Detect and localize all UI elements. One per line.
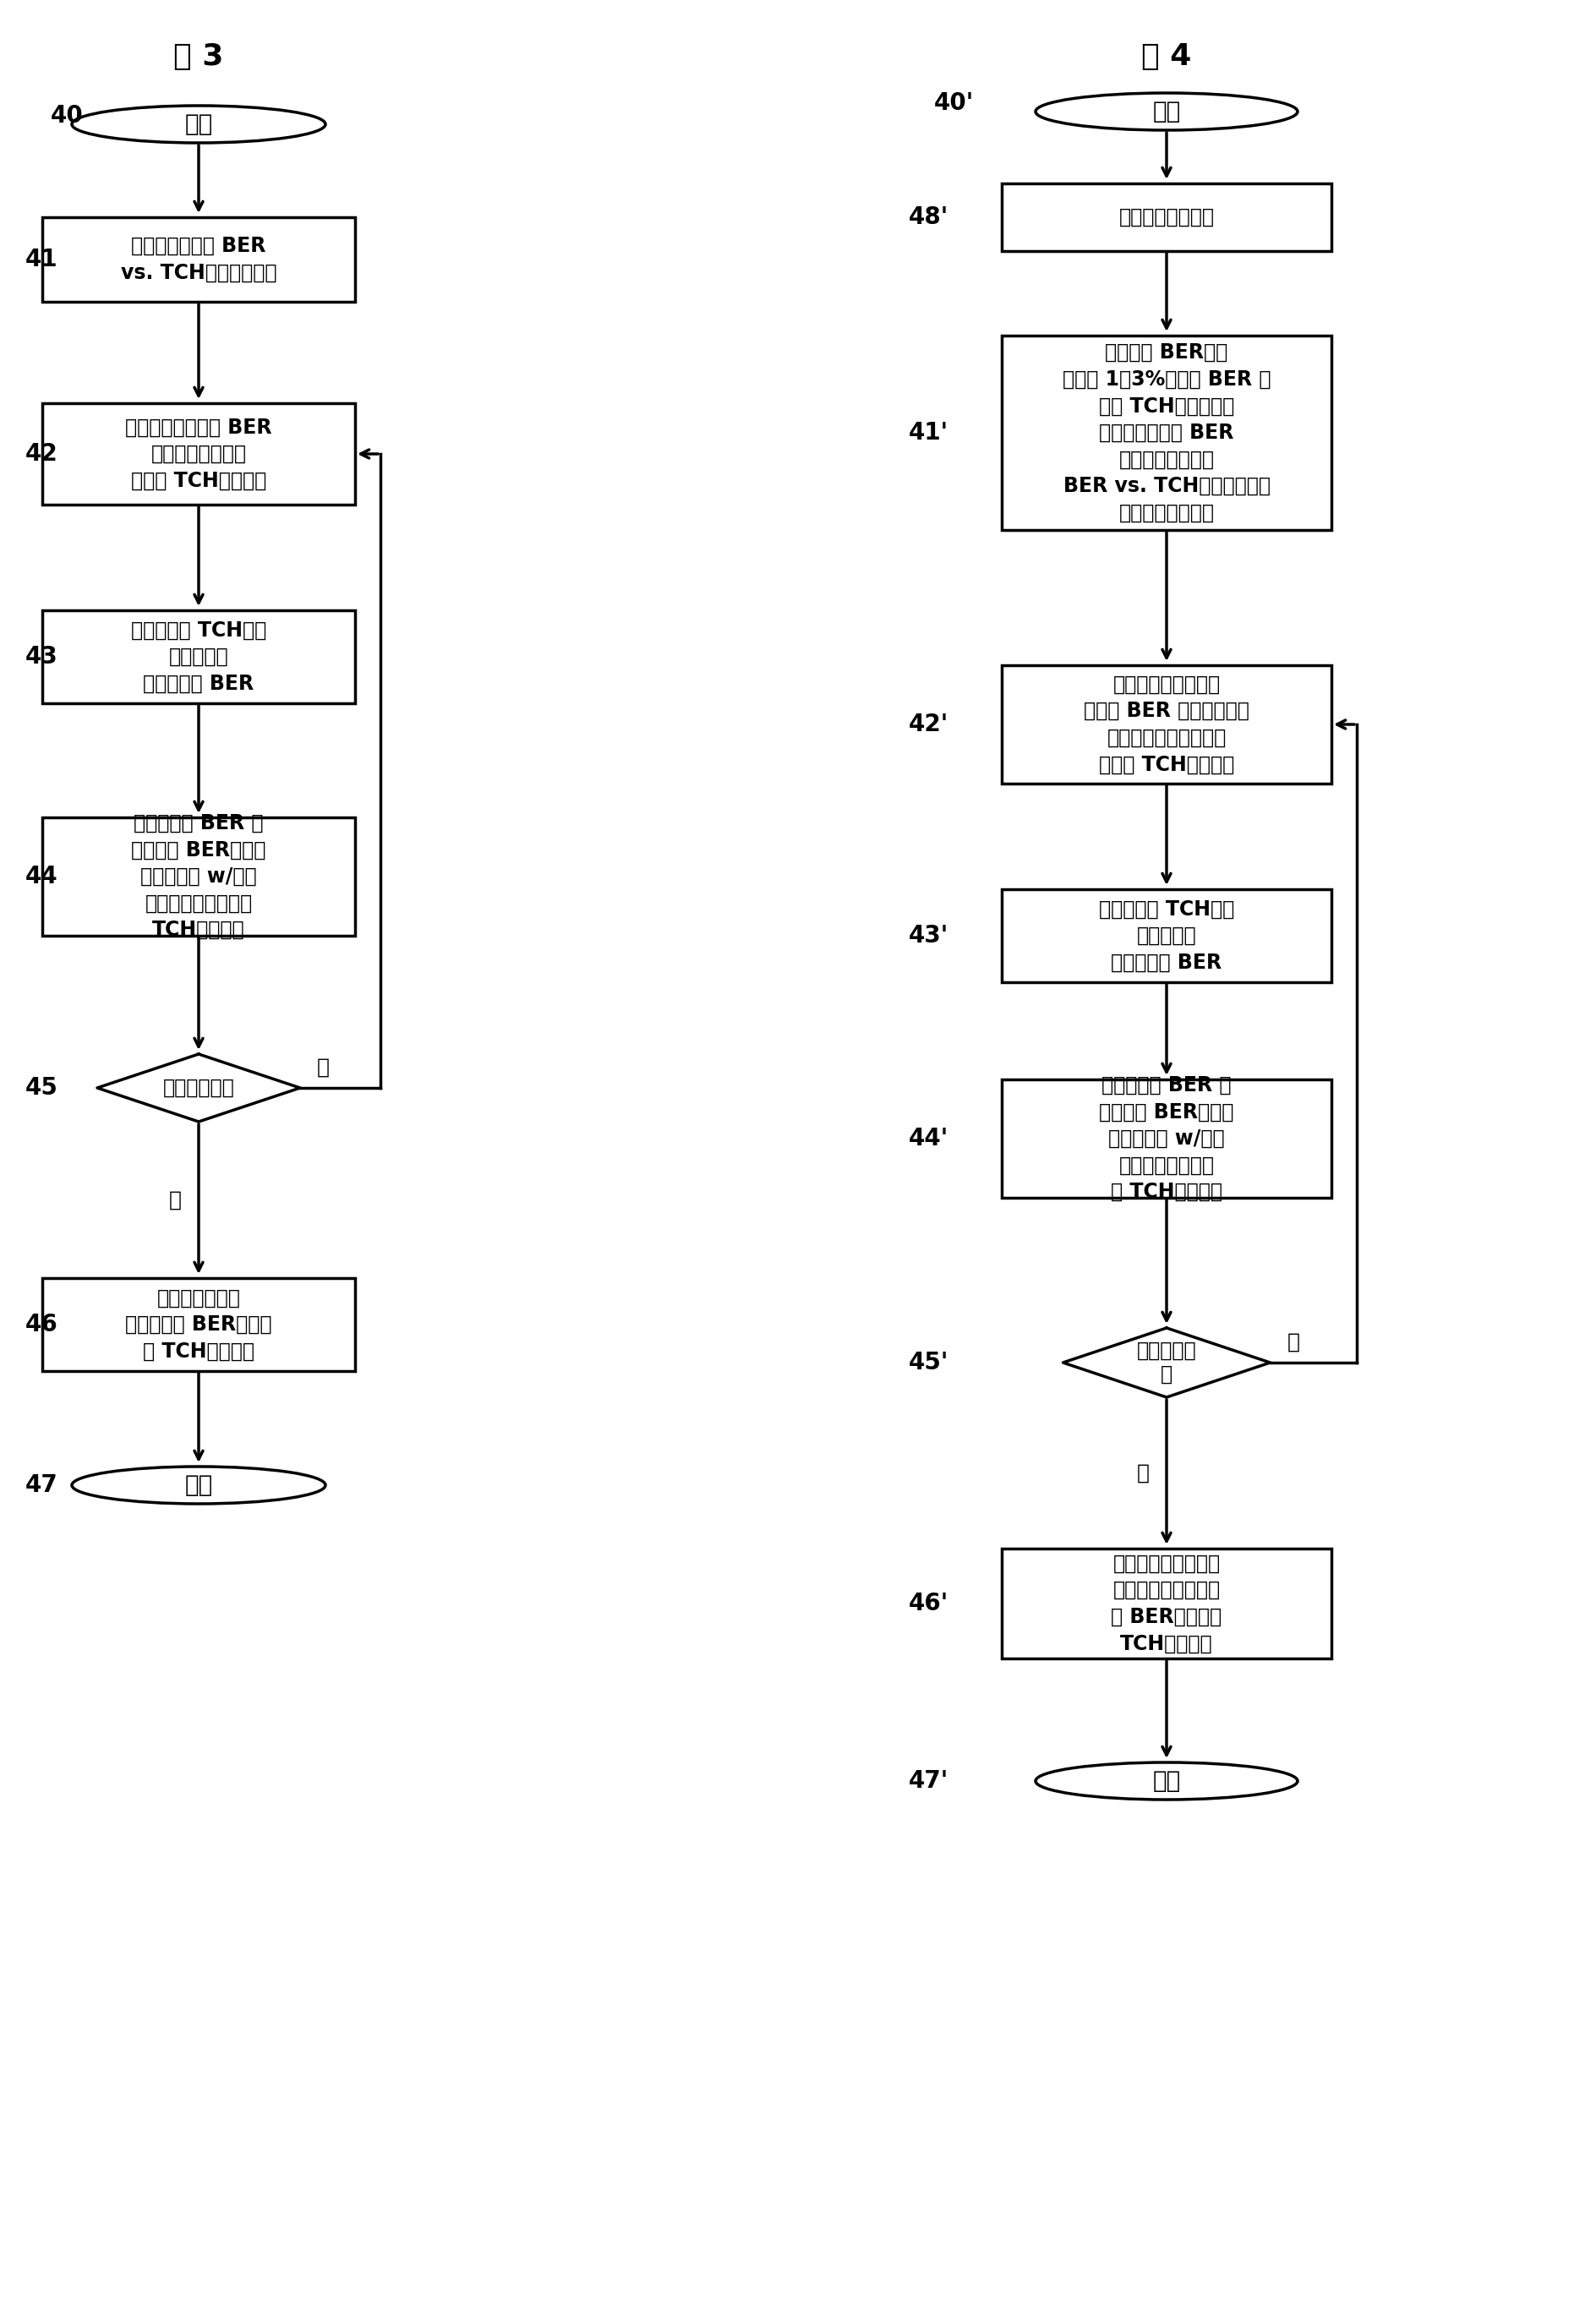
Text: 是: 是 — [318, 1057, 330, 1077]
Text: 差值＞阈值？: 差值＞阈值？ — [163, 1077, 235, 1098]
Text: 根据函数和所希望 BER
来确定随后信道的
估计的 TCH功率电平: 根据函数和所希望 BER 来确定随后信道的 估计的 TCH功率电平 — [126, 418, 271, 490]
Text: 将所测量的 BER 与
所希望的 BER相比较
并使用差值 w/函数
来确定下一个估计
的 TCH功率电平: 将所测量的 BER 与 所希望的 BER相比较 并使用差值 w/函数 来确定下一… — [1100, 1075, 1234, 1203]
Text: 44: 44 — [26, 864, 57, 889]
Text: 使用线性近似来确定
随后信道中与所希望
的 BER相对应的
TCH功率电平: 使用线性近似来确定 随后信道中与所希望 的 BER相对应的 TCH功率电平 — [1111, 1553, 1223, 1653]
Text: 43': 43' — [908, 924, 948, 947]
Text: 结束: 结束 — [185, 1474, 212, 1498]
Text: 根据估计的 TCH功率
电平来测量
随后信道的 BER: 根据估计的 TCH功率 电平来测量 随后信道的 BER — [1098, 899, 1234, 973]
Text: 结束: 结束 — [1152, 1769, 1181, 1793]
Text: 42': 42' — [908, 713, 948, 736]
Text: 45: 45 — [26, 1075, 57, 1101]
Text: 46': 46' — [908, 1591, 948, 1616]
Text: 根据估计的 TCH功率
电平来测量
随后信道的 BER: 根据估计的 TCH功率 电平来测量 随后信道的 BER — [131, 620, 267, 694]
Text: 47: 47 — [26, 1474, 57, 1498]
Text: 确定初始信道的 BER
vs. TCH功率电平函数: 确定初始信道的 BER vs. TCH功率电平函数 — [121, 237, 276, 283]
Text: 45': 45' — [908, 1351, 948, 1375]
Text: 44': 44' — [908, 1126, 948, 1149]
Text: 41: 41 — [26, 248, 57, 272]
Text: 将所测量的 BER 与
所希望的 BER相比较
并使用差值 w/函数
来确定下一个估计的
TCH功率电平: 将所测量的 BER 与 所希望的 BER相比较 并使用差值 w/函数 来确定下一… — [131, 813, 267, 940]
Text: 确定路径损耗函数: 确定路径损耗函数 — [1119, 207, 1215, 228]
Text: 48': 48' — [908, 204, 948, 230]
Text: 是: 是 — [1286, 1333, 1299, 1351]
Text: 42: 42 — [26, 441, 57, 467]
Text: 47': 47' — [908, 1769, 948, 1793]
Text: 41': 41' — [908, 420, 948, 444]
Text: 40': 40' — [934, 91, 974, 116]
Text: 开始: 开始 — [1152, 100, 1181, 123]
Text: 否: 否 — [1136, 1463, 1149, 1484]
Text: 差值＞阈值
？: 差值＞阈值 ？ — [1136, 1340, 1197, 1384]
Text: 46: 46 — [26, 1312, 57, 1337]
Text: 否: 否 — [169, 1189, 182, 1210]
Text: 43: 43 — [26, 646, 57, 669]
Text: 测量目标 BER范围
（例如 1～3%）内的 BER 的
各自 TCH功率电平，
并根据所测量的 BER
来确定初始信道的
BER vs. TCH功率电平函数
: 测量目标 BER范围 （例如 1～3%）内的 BER 的 各自 TCH功率电平，… — [1063, 344, 1270, 522]
Text: 根据功率电平函数、
所希望 BER 以及路径损耗
函数来确定随后信道的
估计的 TCH功率电平: 根据功率电平函数、 所希望 BER 以及路径损耗 函数来确定随后信道的 估计的 … — [1084, 673, 1250, 776]
Text: 40: 40 — [51, 104, 83, 128]
Text: 确定随后信道中
与所希望的 BER相对应
的 TCH功率电平: 确定随后信道中 与所希望的 BER相对应 的 TCH功率电平 — [126, 1289, 271, 1361]
Text: 图 4: 图 4 — [1141, 42, 1192, 72]
Text: 图 3: 图 3 — [174, 42, 223, 72]
Text: 开始: 开始 — [185, 111, 212, 137]
